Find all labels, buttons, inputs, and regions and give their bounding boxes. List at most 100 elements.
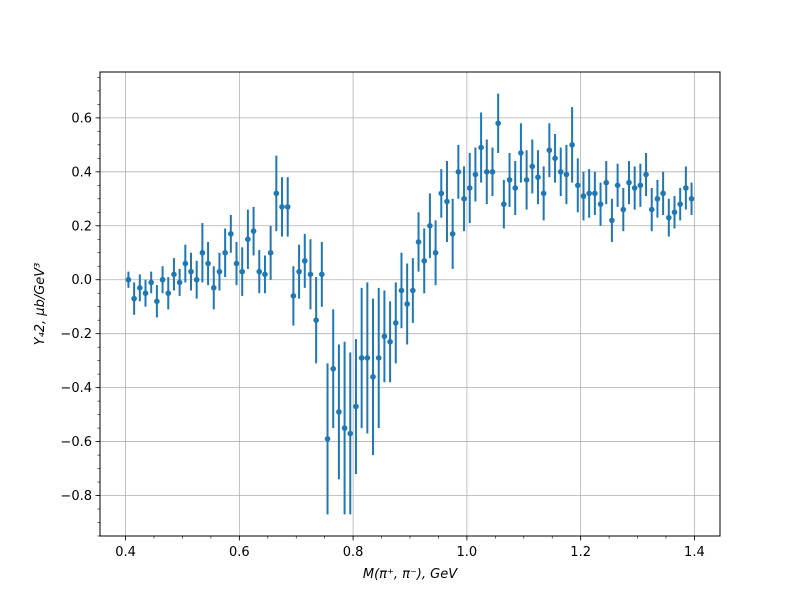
data-point <box>239 268 246 275</box>
data-point <box>557 169 564 175</box>
data-point <box>165 290 172 297</box>
data-point <box>472 171 479 178</box>
data-point <box>648 206 655 213</box>
data-point <box>216 268 223 275</box>
data-point <box>580 193 587 199</box>
data-point <box>250 228 257 234</box>
data-point <box>307 271 314 278</box>
data-point <box>284 204 291 210</box>
data-point <box>444 198 450 205</box>
data-point <box>574 182 581 189</box>
data-point <box>535 174 541 181</box>
data-point <box>125 276 132 283</box>
data-point <box>375 355 382 361</box>
data-point <box>427 222 433 229</box>
data-point <box>404 301 410 307</box>
data-point <box>438 190 445 197</box>
data-point <box>256 268 263 275</box>
y-tick-label: −0.6 <box>60 435 92 450</box>
data-point <box>489 169 496 175</box>
data-point <box>603 179 610 186</box>
data-point <box>552 155 558 162</box>
data-point <box>319 271 325 278</box>
data-point <box>182 260 189 267</box>
data-point <box>245 236 251 243</box>
data-point <box>410 287 416 294</box>
data-point <box>540 190 547 197</box>
data-point <box>546 147 553 154</box>
data-point <box>506 177 513 183</box>
data-point <box>210 285 217 291</box>
data-point <box>233 260 240 267</box>
data-point <box>193 276 200 283</box>
data-point <box>563 171 570 178</box>
data-point <box>518 150 524 156</box>
y-tick-label: 0.0 <box>71 273 92 288</box>
x-tick-label: 0.8 <box>343 545 364 560</box>
data-point <box>392 320 399 326</box>
data-point <box>222 249 228 256</box>
data-point <box>671 209 678 216</box>
data-point <box>523 177 530 183</box>
data-point <box>626 179 632 186</box>
grid <box>100 72 720 536</box>
data-point <box>301 258 308 264</box>
data-point <box>461 195 467 202</box>
data-point <box>688 195 695 202</box>
data-point <box>677 201 683 207</box>
data-point <box>466 185 473 191</box>
data-point <box>620 206 627 213</box>
x-tick-label: 1.2 <box>570 545 591 560</box>
data-point <box>137 285 143 291</box>
y-axis-ticks: −0.8 −0.6 −0.4 −0.2 0.0 0.2 0.4 0.6 <box>60 77 100 537</box>
data-point <box>478 144 484 151</box>
x-axis-ticks: 0.4 0.6 0.8 1.0 1.2 1.4 <box>115 536 705 560</box>
y-tick-label: −0.2 <box>60 327 92 342</box>
data-point <box>171 271 177 278</box>
y-tick-label: −0.8 <box>60 489 92 504</box>
data-point <box>148 279 154 286</box>
data-point <box>421 258 428 264</box>
data-point <box>296 268 302 275</box>
data-point <box>267 249 274 256</box>
y-tick-label: −0.4 <box>60 381 92 396</box>
data-points <box>125 120 695 442</box>
data-point <box>313 317 319 323</box>
data-point <box>324 436 331 442</box>
data-point <box>609 217 615 224</box>
data-point <box>614 182 621 189</box>
data-point <box>643 171 649 178</box>
x-tick-label: 1.0 <box>457 545 478 560</box>
data-point <box>364 355 371 361</box>
data-point <box>205 260 211 267</box>
data-point <box>631 185 638 191</box>
data-point <box>154 298 160 305</box>
data-point <box>398 287 405 294</box>
data-point <box>597 201 604 207</box>
data-point <box>176 279 183 286</box>
data-point <box>432 249 439 256</box>
data-point <box>330 365 337 372</box>
y-tick-label: 0.4 <box>71 165 92 180</box>
data-point <box>415 239 422 245</box>
data-point <box>495 120 501 127</box>
data-point <box>142 290 149 297</box>
data-point <box>501 201 507 207</box>
data-point <box>529 163 536 170</box>
data-point <box>381 333 388 340</box>
x-tick-label: 0.6 <box>229 545 250 560</box>
data-point <box>666 214 672 221</box>
x-axis-label: M(π⁺, π⁻), GeV <box>363 567 458 582</box>
data-point <box>353 403 359 410</box>
data-point <box>370 374 376 380</box>
data-point <box>273 190 280 197</box>
data-point <box>228 231 234 237</box>
data-point <box>483 169 490 175</box>
y-tick-label: 0.6 <box>71 111 92 126</box>
data-point <box>290 293 297 299</box>
y-tick-label: 0.2 <box>71 219 92 234</box>
data-point <box>569 142 575 148</box>
y-axis-label: Y₄2, μb/GeV³ <box>33 263 48 346</box>
